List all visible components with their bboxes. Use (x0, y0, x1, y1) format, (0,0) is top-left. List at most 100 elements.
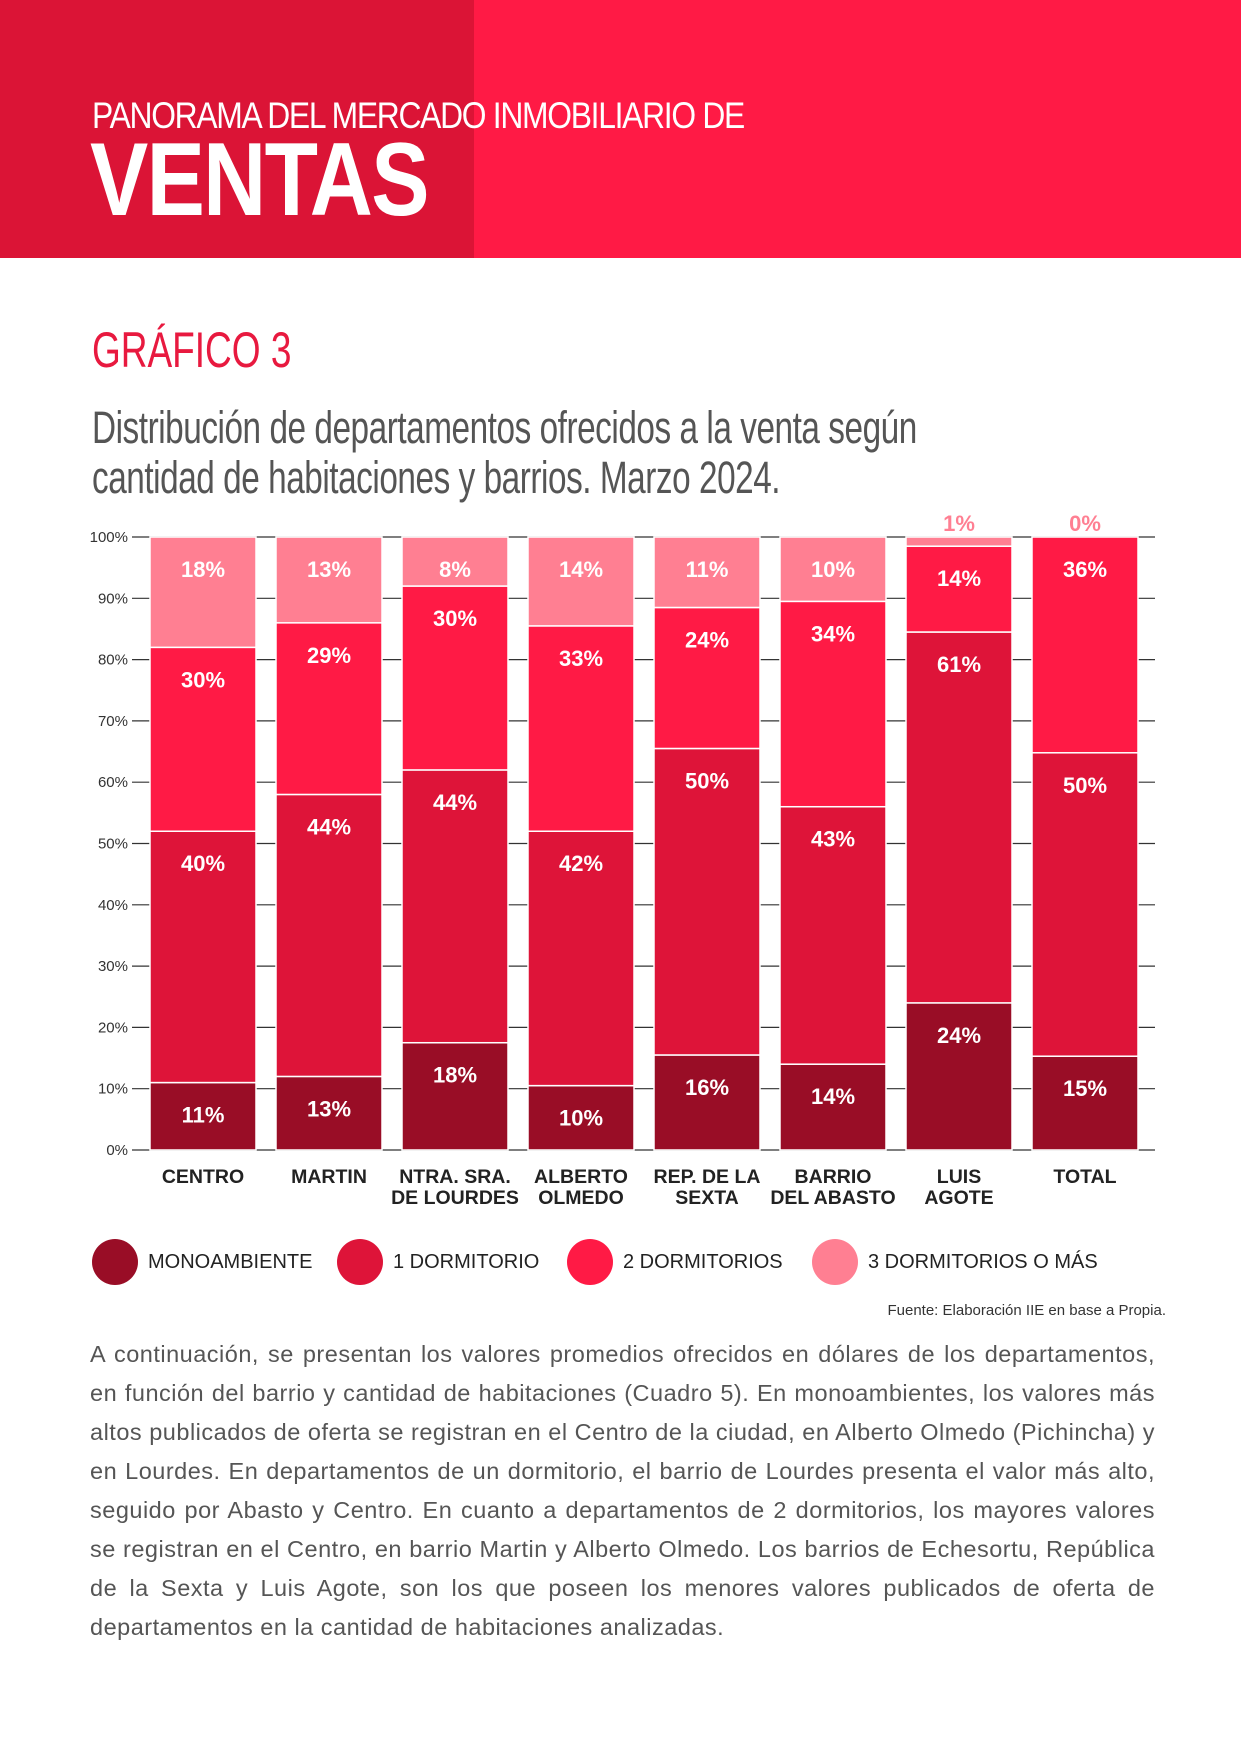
legend-item: 2 DORMITORIOS (567, 1238, 783, 1286)
category-label: DEL ABASTO (770, 1187, 895, 1209)
data-label: 61% (937, 652, 981, 677)
data-label: 30% (433, 606, 477, 631)
data-label: 11% (686, 557, 729, 582)
y-tick-label: 60% (98, 774, 128, 791)
figure-label: GRÁFICO 3 (92, 322, 292, 378)
bar-segment (401, 1041, 509, 1151)
data-label: 42% (559, 851, 603, 876)
data-label: 43% (811, 827, 855, 852)
data-label: 10% (559, 1106, 603, 1131)
bar-segment (275, 793, 383, 1078)
data-label: 29% (307, 643, 351, 668)
bar-segment (401, 769, 509, 1044)
bar-segment (149, 830, 257, 1084)
bar-segment (527, 536, 635, 627)
data-label: 16% (685, 1075, 729, 1100)
legend-item: 3 DORMITORIOS O MÁS (812, 1238, 1098, 1286)
data-label: 13% (307, 1096, 351, 1121)
legend-label: 2 DORMITORIOS (623, 1250, 783, 1273)
data-label: 33% (559, 646, 603, 671)
category-label: NTRA. SRA. (399, 1166, 511, 1188)
category-label: ALBERTO (534, 1166, 628, 1188)
category-label: REP. DE LA (654, 1166, 761, 1188)
bar-segment (653, 1054, 761, 1151)
category-label: TOTAL (1053, 1166, 1116, 1188)
data-label: 18% (433, 1063, 477, 1088)
header-banner-left-panel (0, 0, 474, 258)
y-tick-label: 100% (90, 529, 128, 546)
y-tick-label: 90% (98, 590, 128, 607)
stacked-bar-chart: 0% 10% 20% 30% 40% 50% 60% 70% 80% 90% 100% 11% 40% 3… (90, 511, 1155, 1209)
chart-legend: MONOAMBIENTE 1 DORMITORIO 2 DORMITORIOS 3 D… (92, 1238, 1192, 1286)
data-label: 14% (811, 1084, 855, 1109)
bar-segment (1031, 752, 1139, 1057)
data-label: 10% (811, 557, 855, 582)
category-label: CENTRO (162, 1166, 244, 1188)
y-tick-label: 40% (98, 897, 128, 914)
data-label: 44% (433, 790, 477, 815)
data-label: 36% (1063, 557, 1107, 582)
figure-subtitle: Distribución de departamentos ofrecidos … (92, 402, 917, 503)
bar-segment (779, 805, 887, 1065)
data-label: 50% (685, 768, 729, 793)
y-tick-label: 80% (98, 652, 128, 669)
category-label: OLMEDO (538, 1187, 624, 1209)
y-tick-label: 30% (98, 958, 128, 975)
category-label: SEXTA (675, 1187, 739, 1209)
y-tick-label: 50% (98, 836, 128, 853)
body-paragraph: A continuación, se presentan los valores… (90, 1341, 1155, 1640)
bar-segment (905, 631, 1013, 1004)
bar-segment (401, 585, 509, 771)
bar-segment (1031, 1055, 1139, 1151)
data-label: 24% (937, 1023, 981, 1048)
bar-segment (1031, 536, 1139, 754)
data-label: 34% (811, 621, 855, 646)
data-label: 24% (685, 627, 729, 652)
legend-label: MONOAMBIENTE (148, 1250, 313, 1273)
source-note: Fuente: Elaboración IIE en base a Propia… (887, 1302, 1166, 1319)
data-label: 8% (439, 557, 471, 582)
bar-segment (653, 747, 761, 1056)
bar-segment (149, 1081, 257, 1151)
bar-segment (527, 830, 635, 1087)
header-title: PANORAMA DEL MERCADO INMOBILIARIO DE (92, 95, 745, 136)
data-label: 13% (307, 557, 351, 582)
data-label: 15% (1063, 1076, 1107, 1101)
bar-segment (275, 1075, 383, 1151)
bar-segment (779, 536, 887, 603)
bar-segment (275, 622, 383, 796)
legend-swatch (337, 1239, 383, 1285)
bar-segment (905, 1002, 1013, 1151)
bar-segment (905, 545, 1013, 633)
legend-label: 1 DORMITORIO (393, 1250, 540, 1273)
header-big-title: VENTAS (90, 122, 429, 238)
data-label: 40% (181, 851, 225, 876)
y-tick-label: 20% (98, 1019, 128, 1036)
bar-segment (779, 600, 887, 808)
data-label: 11% (182, 1103, 225, 1128)
data-label: 18% (181, 557, 225, 582)
data-label: 0% (1069, 511, 1101, 536)
legend-swatch (812, 1239, 858, 1285)
data-label: 14% (937, 566, 981, 591)
category-label: AGOTE (924, 1187, 993, 1209)
category-label: BARRIO (795, 1166, 872, 1188)
data-label: 1% (943, 511, 975, 536)
legend-item: MONOAMBIENTE (92, 1238, 312, 1286)
data-label: 30% (181, 667, 225, 692)
bar-segment (149, 646, 257, 832)
header-banner: PANORAMA DEL MERCADO INMOBILIARIO DE VEN… (0, 0, 1241, 258)
bar-segment (779, 1063, 887, 1151)
legend-swatch (92, 1239, 138, 1285)
data-label: 50% (1063, 773, 1107, 798)
bar-segment (149, 536, 257, 649)
category-label: MARTIN (291, 1166, 367, 1188)
legend-label: 3 DORMITORIOS O MÁS (868, 1250, 1098, 1273)
data-label: 44% (307, 814, 351, 839)
category-label: LUIS (937, 1166, 981, 1188)
bar-segment (527, 625, 635, 832)
bar-segment (653, 536, 761, 609)
data-label: 14% (559, 557, 603, 582)
bar-segment (905, 536, 1013, 547)
y-tick-label: 70% (98, 713, 128, 730)
